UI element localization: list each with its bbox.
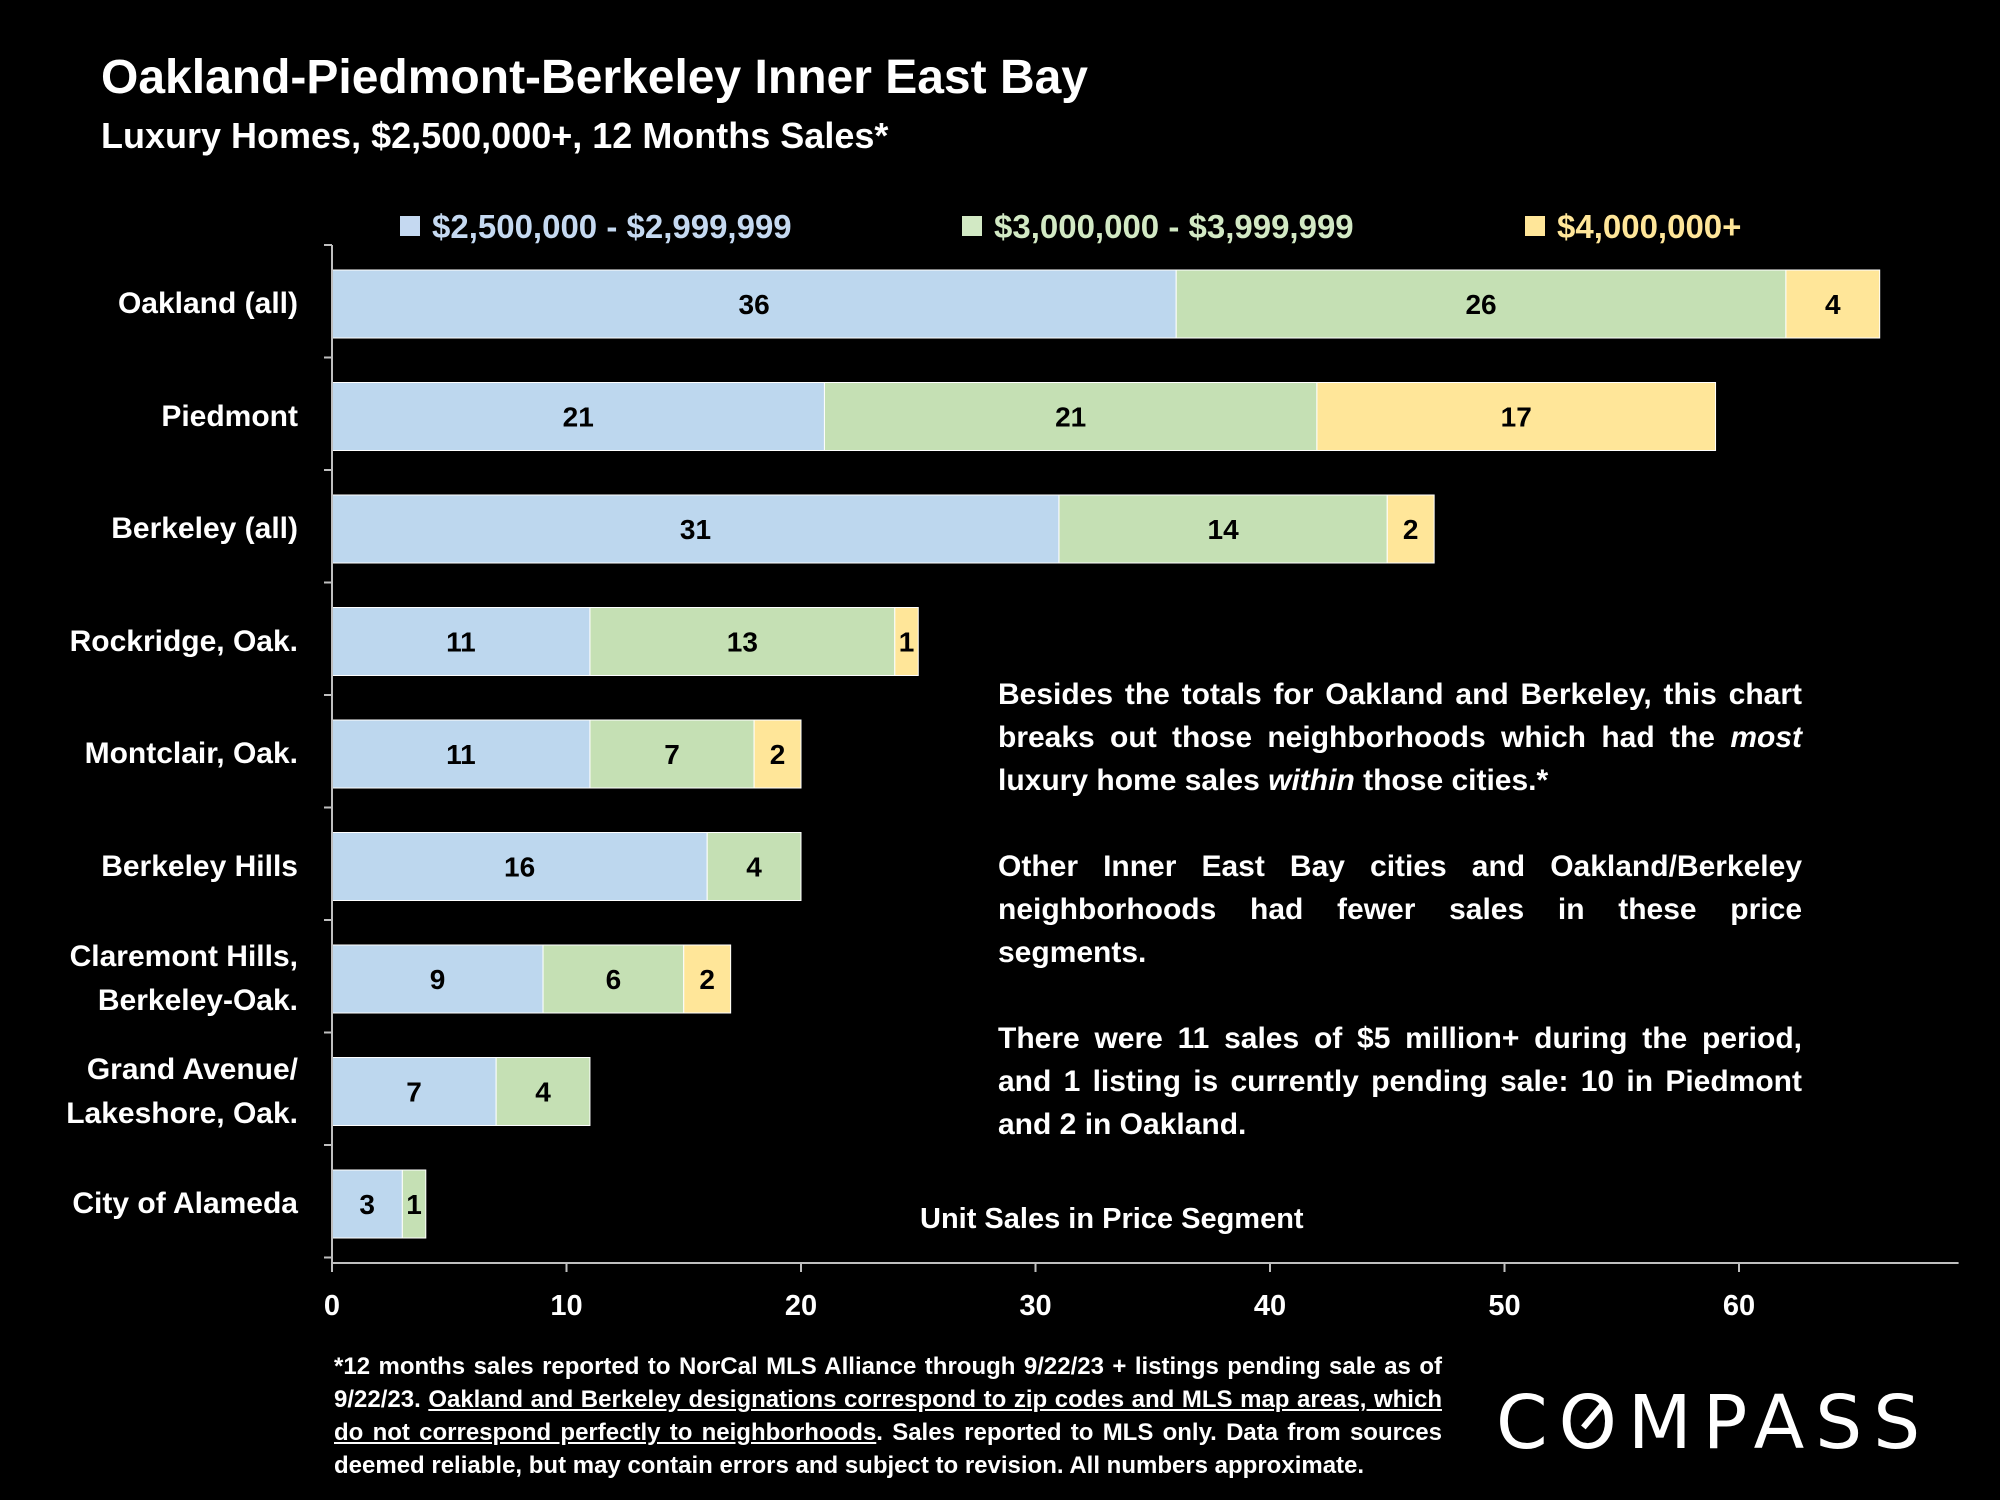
annotation-paragraph-3: There were 11 sales of $5 million+ durin…	[998, 1022, 1802, 1141]
x-tick-label: 40	[1254, 1290, 1286, 1322]
category-label: Piedmont	[161, 399, 298, 433]
x-tick-label: 30	[1019, 1290, 1051, 1322]
bar-segment	[894, 607, 919, 676]
bar-value-label: 2	[1403, 514, 1419, 545]
bar-value-label: 17	[1501, 402, 1532, 433]
bar-segment	[589, 607, 896, 676]
legend-swatch	[962, 216, 982, 236]
bar-segment	[753, 719, 802, 789]
bar-value-label: 7	[406, 1077, 422, 1108]
category-label: Grand Avenue/Lakeshore, Oak.	[66, 1052, 298, 1130]
bar-segment	[823, 382, 1318, 451]
bar-segment	[1785, 269, 1881, 339]
footnote-underlined: Oakland and Berkeley designations corres…	[334, 1386, 1442, 1446]
bar-segment	[542, 944, 685, 1014]
legend-swatch	[1525, 216, 1545, 236]
x-tick-label: 10	[550, 1290, 582, 1322]
bar-value-label: 11	[446, 627, 476, 658]
bar-value-label: 13	[727, 627, 758, 658]
category-label: Rockridge, Oak.	[69, 624, 298, 658]
bar-segment	[331, 269, 1177, 339]
bar-value-label: 36	[739, 289, 770, 320]
bar-value-label: 7	[664, 739, 680, 770]
bar-value-label: 14	[1208, 514, 1240, 545]
legend-label: $4,000,000+	[1557, 208, 1741, 245]
bar-value-label: 6	[606, 964, 622, 995]
bar-segment	[331, 494, 1060, 564]
category-label: Montclair, Oak.	[84, 737, 298, 770]
chart-subtitle: Luxury Homes, $2,500,000+, 12 Months Sal…	[101, 115, 889, 156]
category-label: City of Alameda	[72, 1187, 298, 1220]
bar-value-label: 11	[446, 739, 476, 770]
bar-segment	[1175, 269, 1787, 339]
x-tick-label: 20	[785, 1290, 817, 1322]
bar-value-label: 2	[699, 964, 715, 995]
x-axis-title: Unit Sales in Price Segment	[920, 1203, 1304, 1235]
stacked-bar-chart: $2,500,000 - $2,999,999 $3,000,000 - $3,9…	[324, 208, 1959, 1322]
legend-label: $3,000,000 - $3,999,999	[994, 208, 1354, 245]
bar-segment	[683, 944, 732, 1014]
x-tick-label: 50	[1488, 1290, 1520, 1322]
bar-value-label: 31	[680, 514, 711, 545]
bar-segment	[331, 382, 825, 451]
compass-logo: CO MPASS	[1496, 1380, 1932, 1466]
bar-value-label: 21	[563, 402, 594, 433]
category-label: Oakland (all)	[117, 287, 298, 320]
category-label: Claremont Hills, Berkeley-Oak.	[69, 940, 298, 1017]
bar-segment	[331, 1169, 403, 1239]
legend-label: $2,500,000 - $2,999,999	[432, 208, 792, 245]
bar-segment	[331, 832, 708, 901]
bar-value-label: 4	[746, 852, 762, 883]
footnote: *12 months sales reported to NorCal MLS …	[334, 1353, 1442, 1479]
bar-segment	[331, 607, 591, 676]
category-label: Berkeley (all)	[111, 512, 298, 545]
bar-segment	[706, 832, 802, 901]
bar-segment	[401, 1169, 427, 1239]
annotation-paragraph-2: Other Inner East Bay cities and Oakland/…	[998, 850, 1802, 969]
bar-segment	[495, 1057, 591, 1126]
chart-title: Oakland-Piedmont-Berkeley Inner East Bay	[101, 51, 1088, 104]
bar-value-label: 9	[430, 964, 446, 995]
bar-value-label: 26	[1465, 289, 1496, 320]
bar-value-label: 4	[535, 1077, 551, 1108]
annotation-text: Besides the totals for Oakland and Berke…	[998, 673, 1802, 1189]
category-label: Berkeley Hills	[101, 849, 298, 883]
x-tick-label: 60	[1723, 1290, 1755, 1322]
bar-value-label: 4	[1825, 289, 1841, 320]
bar-segment	[1386, 494, 1435, 564]
compass-logo-o-glyph: O	[1558, 1380, 1628, 1466]
bar-segment	[1316, 382, 1717, 451]
bar-value-label: 1	[899, 627, 915, 658]
bar-value-label: 2	[770, 739, 786, 770]
bar-value-label: 3	[359, 1189, 375, 1220]
bar-segment	[1058, 494, 1388, 564]
legend-swatch	[400, 216, 420, 236]
bar-value-label: 1	[406, 1189, 422, 1220]
bar-segment	[331, 719, 591, 789]
annotation-paragraph-1: Besides the totals for Oakland and Berke…	[998, 678, 1802, 797]
bar-value-label: 16	[504, 852, 535, 883]
x-tick-label: 0	[324, 1290, 340, 1322]
bar-segment	[589, 719, 755, 789]
bar-value-label: 21	[1055, 402, 1086, 433]
